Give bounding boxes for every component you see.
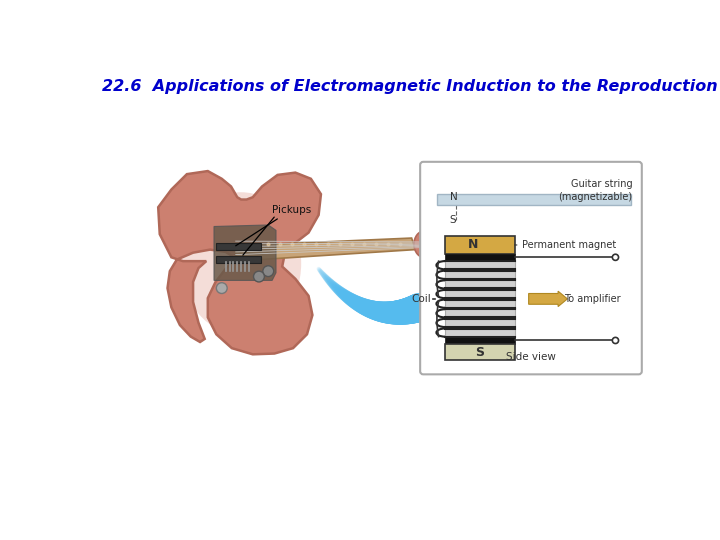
Text: 22.6  Applications of Electromagnetic Induction to the Reproduction of Sound: 22.6 Applications of Electromagnetic Ind… xyxy=(102,79,720,93)
FancyArrow shape xyxy=(528,291,567,307)
Text: Pickups: Pickups xyxy=(235,205,311,246)
Text: Guitar string
(magnetizable): Guitar string (magnetizable) xyxy=(559,179,632,202)
Ellipse shape xyxy=(263,266,274,276)
Ellipse shape xyxy=(253,271,264,282)
Text: N: N xyxy=(468,239,478,252)
Bar xyxy=(216,244,261,251)
FancyBboxPatch shape xyxy=(420,162,642,374)
Bar xyxy=(445,254,515,260)
Ellipse shape xyxy=(432,244,438,248)
Text: N: N xyxy=(449,192,457,202)
Ellipse shape xyxy=(216,283,228,294)
Text: Coil: Coil xyxy=(411,294,431,304)
Bar xyxy=(437,194,631,205)
PathPatch shape xyxy=(158,171,321,354)
Ellipse shape xyxy=(432,249,438,253)
Bar xyxy=(445,260,515,338)
Ellipse shape xyxy=(612,254,618,260)
Text: To amplifier: To amplifier xyxy=(564,294,621,304)
Text: S: S xyxy=(475,346,485,359)
Text: Side view: Side view xyxy=(506,352,556,362)
Ellipse shape xyxy=(414,231,436,258)
Bar xyxy=(445,338,515,343)
Bar xyxy=(445,236,515,254)
Text: Permanent magnet: Permanent magnet xyxy=(515,240,617,250)
Bar xyxy=(445,343,515,361)
Ellipse shape xyxy=(432,233,438,237)
Polygon shape xyxy=(235,238,415,261)
Ellipse shape xyxy=(612,338,618,343)
Bar xyxy=(216,256,261,262)
Polygon shape xyxy=(214,225,276,280)
Text: S: S xyxy=(449,215,456,225)
Ellipse shape xyxy=(181,192,301,335)
Ellipse shape xyxy=(432,238,438,242)
